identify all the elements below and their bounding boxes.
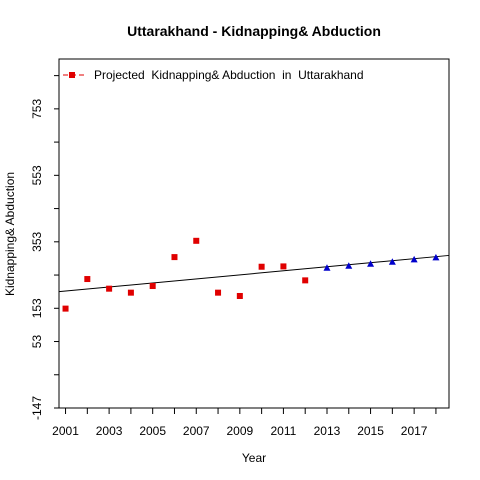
data-point-observed: [62, 305, 69, 312]
data-point-observed: [127, 289, 134, 296]
x-tick-label: 2011: [271, 424, 297, 438]
x-axis-label: Year: [242, 451, 266, 465]
y-tick-label: 153: [30, 298, 44, 318]
y-axis-label: Kidnapping& Abduction: [3, 172, 17, 296]
y-tick-label: 753: [30, 99, 44, 119]
data-point-observed: [215, 289, 222, 296]
y-tick-label: 553: [30, 165, 44, 185]
y-tick-label: 353: [30, 231, 44, 251]
x-tick-label: 2003: [96, 424, 123, 438]
x-tick-label: 2005: [139, 424, 166, 438]
data-point-projected: [367, 260, 375, 267]
x-axis: 2001 2003 2005 2007 2009 2011 2013 2015 2017: [52, 408, 437, 438]
trend-line: [58, 254, 450, 293]
data-point-projected: [345, 262, 353, 269]
y-axis: -147 53 153 353 553 753: [30, 75, 59, 420]
data-point-observed: [236, 292, 243, 299]
data-point-observed: [149, 283, 156, 290]
legend-label: Projected Kidnapping& Abduction in Uttar…: [94, 68, 364, 82]
data-point-observed: [258, 263, 265, 270]
plot-frame: [58, 58, 450, 409]
data-point-projected: [432, 253, 440, 261]
data-point-projected: [388, 258, 396, 265]
x-tick-label: 2017: [401, 424, 428, 438]
data-point-observed: [84, 276, 91, 283]
x-tick-label: 2013: [314, 424, 341, 438]
y-tick-label: 53: [30, 335, 44, 349]
y-tick-label: -147: [30, 396, 44, 420]
x-tick-label: 2015: [357, 424, 384, 438]
legend: Projected Kidnapping& Abduction in Uttar…: [63, 68, 364, 82]
data-point-projected: [410, 255, 418, 263]
x-tick-label: 2009: [226, 424, 253, 438]
data-points: [62, 237, 440, 312]
data-point-observed: [193, 237, 200, 244]
data-point-observed: [171, 254, 178, 261]
data-point-projected: [323, 264, 331, 271]
data-point-observed: [106, 285, 113, 292]
legend-marker: [69, 72, 75, 78]
x-tick-label: 2001: [52, 424, 79, 438]
data-point-observed: [280, 263, 287, 270]
data-point-observed: [302, 277, 309, 284]
chart-title: Uttarakhand - Kidnapping& Abduction: [127, 23, 381, 39]
x-tick-label: 2007: [183, 424, 210, 438]
